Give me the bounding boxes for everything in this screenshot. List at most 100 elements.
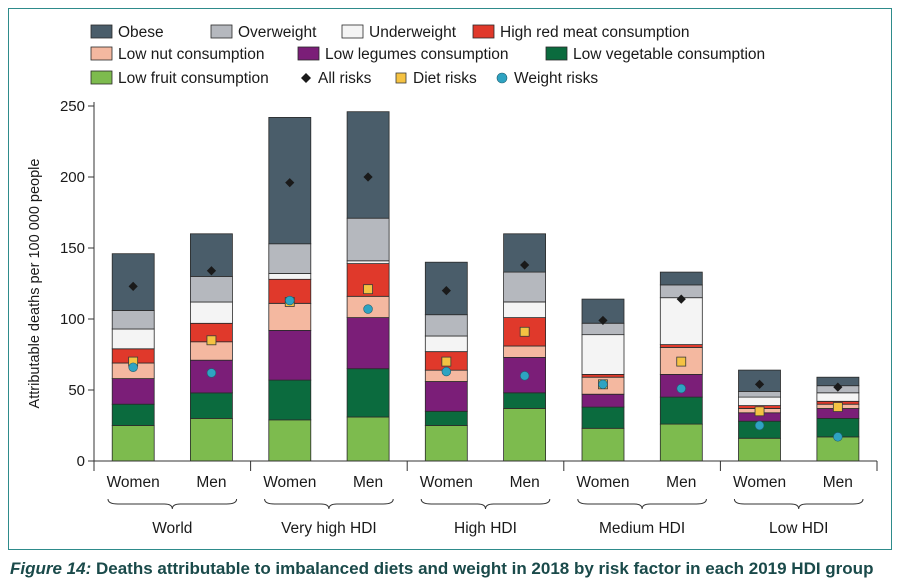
group-label-very-high-hdi: Very high HDI: [281, 520, 377, 537]
stacked-bar-chart: 0 50 100 150 200 250 Attributable deaths per 1…: [27, 24, 878, 537]
marker-diet-risks: [363, 284, 373, 295]
marker-all-risks: [206, 266, 217, 276]
group-bracket: [107, 498, 238, 510]
legend-label-all-risks: All risks: [318, 70, 372, 87]
legend-swatch-low-fruit-consumption: [90, 70, 113, 85]
y-axis-label: Attributable deaths per 100 000 people: [27, 159, 43, 409]
group-label-medium-hdi: Medium HDI: [599, 520, 685, 537]
marker-weight-risks: [441, 366, 452, 377]
bar-segment-low-fruit-consumption: [189, 417, 233, 462]
y-tick-label: 100: [60, 311, 85, 328]
marker-weight-risks: [285, 295, 295, 306]
x-tick-label: Women: [420, 474, 473, 491]
bar-segment-overweight: [738, 390, 781, 398]
bar-segment-underweight: [268, 273, 312, 280]
marker-diet-risks: [441, 356, 452, 367]
x-tick-label: Women: [263, 474, 316, 491]
x-tick-label: Men: [196, 474, 226, 491]
legend-marker-diet-risks: [395, 72, 407, 84]
bar-segment-overweight: [581, 322, 625, 336]
bar-segment-underweight: [111, 328, 155, 350]
legend-label-obese: Obese: [118, 24, 164, 41]
marker-diet-risks: [832, 402, 843, 412]
bar-segment-underweight: [659, 297, 703, 346]
bar-segment-low-legumes-consumption: [346, 317, 390, 370]
legend-label-high-red-meat-consumption: High red meat consumption: [500, 24, 690, 41]
group-bracket: [420, 498, 551, 510]
legend-label-underweight: Underweight: [369, 24, 457, 41]
legend-swatch-low-vegetable-consumption: [545, 46, 568, 61]
bar-segment-overweight: [268, 243, 312, 274]
bar-segment-low-legumes-consumption: [111, 378, 155, 405]
marker-weight-risks: [754, 420, 765, 431]
bar-segment-underweight: [738, 396, 781, 407]
marker-all-risks: [128, 281, 138, 291]
bar-segment-low-vegetable-consumption: [346, 368, 390, 418]
bar-segment-overweight: [503, 271, 547, 303]
bar-segment-low-fruit-consumption: [111, 425, 155, 462]
x-tick-label: Men: [510, 474, 540, 491]
bar-segment-low-fruit-consumption: [581, 427, 625, 462]
figure-label: Figure 14:: [10, 559, 92, 578]
legend-swatch-low-legumes-consumption: [297, 46, 320, 61]
bar-segment-overweight: [111, 310, 155, 330]
marker-all-risks: [833, 382, 843, 392]
group-bracket: [264, 498, 394, 510]
figure-caption: Figure 14: Deaths attributable to imbala…: [10, 559, 873, 579]
legend-label-diet-risks: Diet risks: [413, 70, 477, 87]
marker-weight-risks: [519, 371, 530, 381]
legend-marker-weight-risks: [496, 72, 508, 84]
bar-segment-low-nut-consumption: [503, 345, 547, 358]
group-label-high-hdi: High HDI: [454, 520, 517, 537]
x-tick-label: Women: [107, 474, 160, 491]
legend-label-overweight: Overweight: [238, 24, 317, 41]
marker-all-risks: [363, 172, 373, 182]
bar-segment-underweight: [189, 301, 233, 324]
y-tick-label: 200: [60, 169, 85, 186]
bar-segment-low-vegetable-consumption: [659, 396, 703, 425]
bar-segment-low-legumes-consumption: [268, 329, 312, 381]
bar-segment-high-red-meat-consumption: [659, 344, 703, 348]
y-tick-label: 150: [60, 240, 85, 257]
marker-weight-risks: [598, 379, 608, 390]
bar-segment-low-vegetable-consumption: [111, 403, 155, 426]
x-tick-label: Men: [666, 474, 696, 491]
legend-swatch-low-nut-consumption: [90, 46, 113, 61]
marker-diet-risks: [676, 356, 687, 367]
marker-weight-risks: [676, 383, 686, 394]
marker-weight-risks: [363, 304, 373, 314]
bar-segment-overweight: [346, 217, 390, 262]
bar-segment-low-fruit-consumption: [346, 416, 390, 462]
x-tick-label: Women: [733, 474, 786, 491]
legend-marker-all-risks: [301, 73, 311, 83]
legend-label-low-fruit-consumption: Low fruit consumption: [118, 70, 269, 87]
bar-segment-obese: [659, 271, 703, 286]
bar-segment-underweight: [581, 334, 625, 375]
bar-segment-overweight: [424, 314, 468, 337]
bar-segment-underweight: [424, 335, 468, 353]
marker-diet-risks: [206, 335, 217, 346]
group-bracket: [577, 498, 707, 510]
marker-diet-risks: [754, 406, 765, 417]
bar-segment-low-fruit-consumption: [503, 408, 547, 462]
marker-all-risks: [441, 286, 451, 296]
group-label-world: World: [152, 520, 192, 537]
bar-segment-low-legumes-consumption: [581, 393, 625, 408]
legend-label-low-legumes-consumption: Low legumes consumption: [325, 46, 509, 63]
marker-weight-risks: [206, 368, 217, 378]
bar-segment-low-fruit-consumption: [268, 419, 312, 462]
bar-segment-overweight: [189, 275, 233, 303]
x-tick-label: Men: [823, 474, 853, 491]
marker-all-risks: [676, 294, 686, 304]
bar-segment-low-vegetable-consumption: [581, 406, 625, 429]
legend-label-low-vegetable-consumption: Low vegetable consumption: [573, 46, 765, 63]
marker-diet-risks: [519, 326, 530, 337]
marker-all-risks: [285, 178, 295, 188]
bar-segment-low-vegetable-consumption: [189, 392, 233, 419]
y-tick-label: 50: [68, 382, 85, 399]
bar-segment-underweight: [503, 301, 547, 319]
legend-swatch-underweight: [341, 24, 364, 39]
x-tick-label: Men: [353, 474, 383, 491]
legend-swatch-high-red-meat-consumption: [472, 24, 495, 39]
bar-segment-low-fruit-consumption: [659, 423, 703, 462]
